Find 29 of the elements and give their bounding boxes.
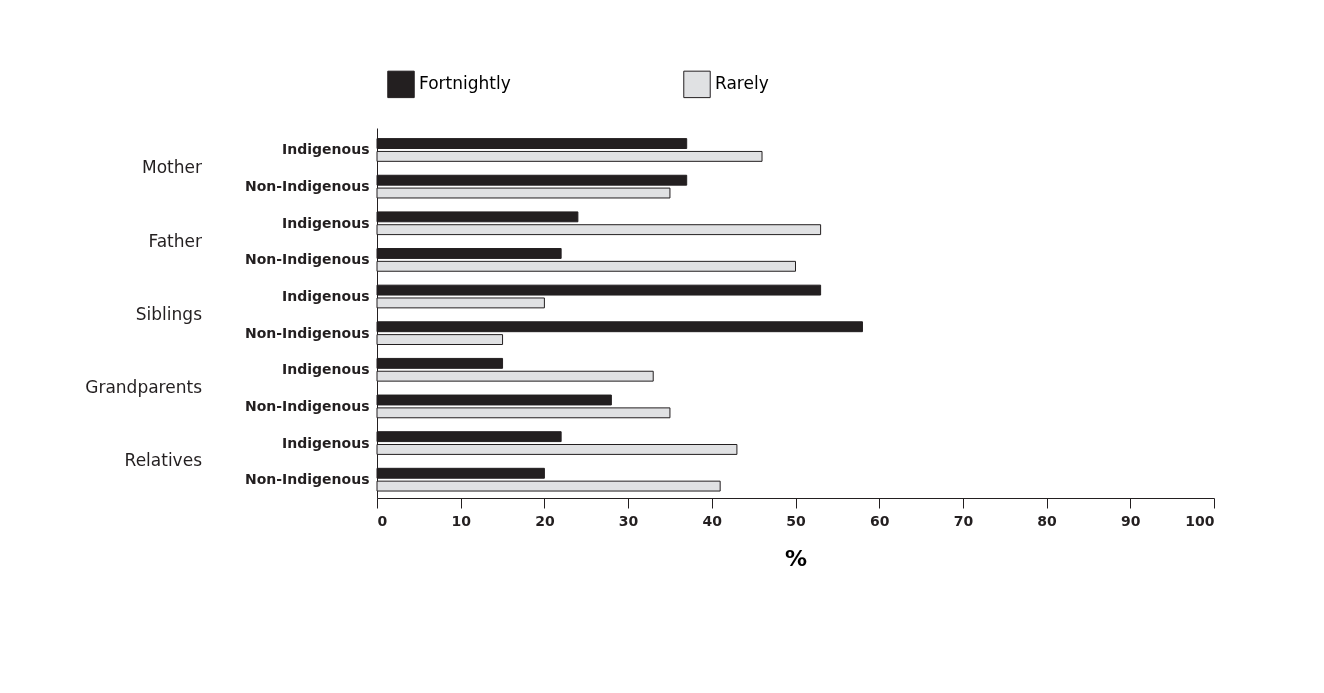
y-tick-label: Non-Indigenous — [244, 178, 370, 195]
x-tick-label: 20 — [535, 512, 555, 529]
x-tick-label: 90 — [1121, 512, 1141, 529]
y-tick-label: Indigenous — [282, 288, 370, 305]
y-tick-label: Non-Indigenous — [244, 324, 370, 341]
legend-label: Rarely — [715, 73, 769, 94]
y-tick-label: Indigenous — [282, 434, 370, 451]
legend-label: Fortnightly — [419, 73, 511, 94]
y-tick-label: Indigenous — [282, 141, 370, 158]
x-tick-label: 70 — [953, 512, 974, 529]
x-tick-label: 30 — [618, 512, 639, 529]
x-axis-title: % — [784, 545, 808, 571]
x-tick-label: 40 — [702, 512, 723, 529]
x-tick-label: 50 — [786, 512, 806, 529]
x-tick-label: 10 — [451, 512, 472, 529]
x-tick-label: 80 — [1037, 512, 1058, 529]
text: Siblings — [135, 303, 203, 324]
text: Mother — [142, 157, 202, 178]
x-tick-label: 0 — [377, 512, 388, 529]
x-tick-label: 100 — [1185, 512, 1215, 529]
y-tick-label: Non-Indigenous — [244, 471, 370, 488]
x-tick-label: 60 — [869, 512, 890, 529]
y-tick-label: Indigenous — [282, 361, 370, 378]
y-tick-label: Non-Indigenous — [244, 397, 370, 414]
text: Father — [148, 230, 202, 251]
text: Grandparents — [85, 377, 203, 398]
y-tick-label: Non-Indigenous — [244, 251, 370, 268]
text: Relatives — [124, 450, 203, 471]
y-tick-label: Indigenous — [282, 214, 370, 231]
